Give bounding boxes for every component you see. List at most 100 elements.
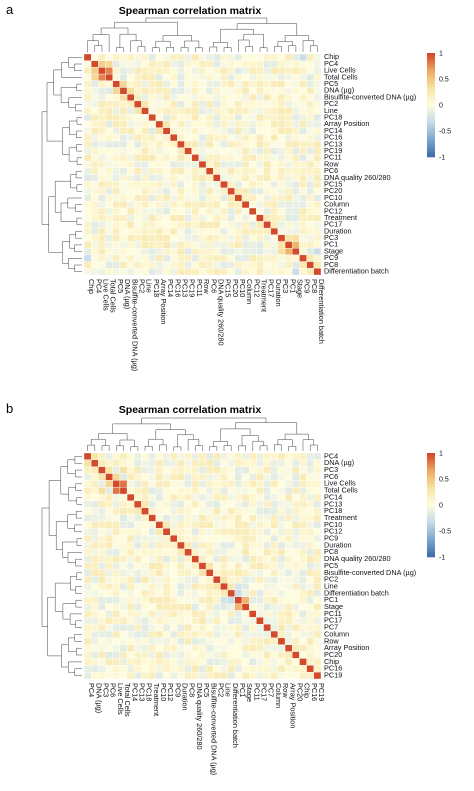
heatmap-cell (299, 140, 307, 148)
heatmap-cell (306, 521, 314, 529)
heatmap-cell (256, 201, 264, 209)
heatmap-cell (213, 254, 221, 262)
heatmap-cell (126, 114, 135, 122)
heatmap-cell (198, 603, 207, 611)
heatmap-cell (299, 562, 307, 570)
heatmap-cell (241, 521, 250, 529)
heatmap-cell (213, 596, 221, 604)
heatmap-cell (270, 487, 279, 495)
heatmap-cell (249, 53, 257, 61)
heatmap-cell (191, 53, 200, 61)
heatmap-cell (198, 261, 207, 269)
heatmap-cell (205, 120, 214, 128)
heatmap-cell (126, 174, 135, 182)
row-label: Differentiation batch (324, 267, 389, 276)
heatmap-cell (227, 174, 235, 182)
row-label: PC4 (324, 59, 338, 68)
heatmap-cell (119, 174, 128, 182)
heatmap-cell (112, 528, 121, 536)
heatmap-cell (91, 154, 99, 162)
heatmap-cell (126, 67, 135, 75)
legend-swatch (427, 112, 435, 116)
heatmap-cell (112, 507, 121, 515)
heatmap-cell (184, 569, 192, 577)
heatmap-cell (205, 452, 214, 461)
heatmap-cell (198, 207, 207, 215)
heatmap-cell (162, 147, 171, 155)
heatmap-cell (177, 507, 185, 515)
heatmap-cell (191, 480, 200, 488)
heatmap-cell (112, 569, 121, 577)
heatmap-cell (263, 60, 271, 68)
heatmap-cell (98, 140, 106, 148)
heatmap-cell (184, 100, 192, 108)
heatmap-cell (119, 487, 128, 495)
heatmap-cell (249, 94, 257, 102)
row-label: Total Cells (324, 486, 358, 495)
legend-swatch (427, 518, 435, 521)
dendrogram-branch (54, 180, 71, 213)
heatmap-cell (148, 187, 156, 195)
dendrogram-branch (119, 33, 137, 48)
heatmap-cell (284, 466, 293, 474)
heatmap-cell (220, 459, 228, 467)
heatmap-cell (170, 174, 178, 182)
heatmap-cell (313, 187, 322, 195)
heatmap-cell (177, 60, 185, 68)
heatmap-cell (277, 500, 286, 508)
heatmap-cell (270, 569, 279, 577)
heatmap-cell (105, 120, 113, 128)
heatmap-cell (134, 569, 142, 577)
row-label: PC6 (324, 472, 338, 481)
heatmap-cell (227, 87, 235, 95)
heatmap-cell (119, 194, 128, 202)
heatmap-cell (98, 94, 106, 102)
heatmap-cell (105, 521, 113, 529)
heatmap-cell (234, 60, 243, 68)
heatmap-cell (119, 207, 128, 215)
heatmap-cell (105, 651, 113, 659)
heatmap-cell (98, 254, 106, 262)
heatmap-cell (227, 134, 235, 142)
heatmap-cell (277, 487, 286, 495)
heatmap-cell (220, 541, 228, 550)
heatmap-cell (112, 466, 121, 474)
heatmap-cell (112, 596, 121, 604)
heatmap-cell (91, 60, 99, 68)
dendrogram-branch (47, 596, 62, 657)
heatmap-cell (270, 603, 279, 611)
legend-swatch (427, 149, 435, 153)
dendrogram-branch (76, 647, 82, 656)
heatmap-cell (227, 548, 235, 556)
heatmap-cell (292, 73, 300, 81)
heatmap-cell (284, 134, 293, 142)
heatmap-cell (105, 630, 113, 639)
heatmap-cell (198, 521, 207, 529)
heatmap-cell (177, 94, 185, 102)
heatmap-cell (184, 134, 192, 142)
heatmap-cell (234, 555, 243, 563)
heatmap-cell (306, 596, 314, 604)
heatmap-cell (270, 194, 279, 202)
heatmap-cell (270, 617, 279, 625)
heatmap-cell (91, 569, 99, 577)
heatmap-cell (134, 147, 142, 155)
heatmap-cell (155, 221, 164, 229)
heatmap-cell (227, 637, 235, 645)
dendrogram-branch (274, 46, 282, 52)
dendrogram-branch (74, 634, 82, 642)
heatmap-cell (213, 500, 221, 508)
heatmap-cell (148, 87, 156, 95)
heatmap-cell (284, 60, 293, 68)
heatmap-cell (213, 624, 221, 632)
heatmap-cell (205, 665, 214, 673)
column-label: PC9 (303, 279, 312, 293)
heatmap-cell (299, 480, 307, 488)
dendrogram-branch (75, 599, 82, 608)
heatmap-cell (241, 596, 250, 604)
heatmap-cell (148, 582, 156, 591)
heatmap-cell (270, 610, 279, 618)
heatmap-cell (119, 493, 128, 502)
heatmap-cell (263, 254, 271, 262)
heatmap-cell (155, 665, 164, 673)
